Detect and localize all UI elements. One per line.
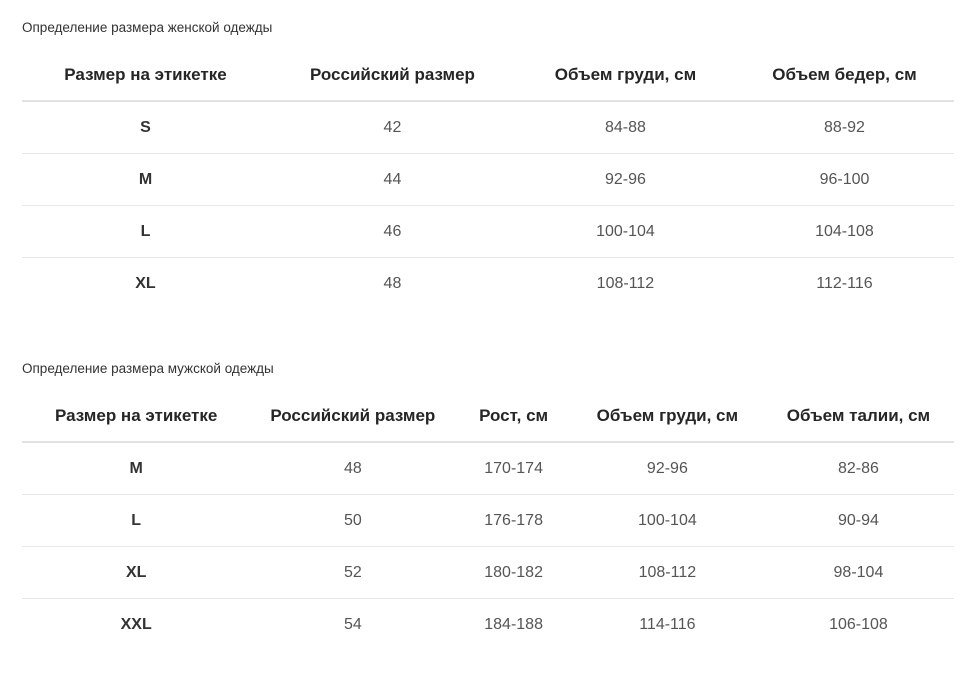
header-cell-chest: Объем груди, см xyxy=(571,393,763,443)
table-row: XXL 54 184-188 114-116 106-108 xyxy=(22,599,954,651)
cell-label-size: M xyxy=(22,153,269,206)
cell-hips: 112-116 xyxy=(816,274,873,292)
cell-chest: 92-96 xyxy=(571,442,763,495)
cell-russian-size: 42 xyxy=(268,101,516,154)
table-row: M 48 170-174 92-96 82-86 xyxy=(22,442,954,495)
table-row: L 46 100-104 104-108 xyxy=(22,205,954,258)
cell-label-size: L xyxy=(22,494,251,547)
cell-hips: 96-100 xyxy=(734,153,954,206)
cell-label-size: XL xyxy=(22,546,251,599)
cell-height: 180-182 xyxy=(455,546,572,599)
header-row: Размер на этикетке Российский размер Рос… xyxy=(22,393,954,443)
cell-russian-size: 54 xyxy=(343,615,362,633)
section-title: Определение размера женской одежды xyxy=(22,20,273,35)
cell-chest: 100-104 xyxy=(515,205,735,258)
header-row: Размер на этикетке Российский размер Объ… xyxy=(22,52,954,102)
table-row: L 50 176-178 100-104 90-94 xyxy=(22,494,954,547)
section-women-sizes: Определение размера женской одежды Разме… xyxy=(22,20,954,309)
header-cell-label-size: Размер на этикетке xyxy=(22,393,251,443)
header-cell-height: Рост, см xyxy=(455,393,572,443)
cell-height: 184-188 xyxy=(484,615,543,633)
cell-russian-size: 44 xyxy=(268,153,516,206)
cell-label-size: M xyxy=(22,442,251,495)
cell-waist: 82-86 xyxy=(762,442,954,495)
table-row: S 42 84-88 88-92 xyxy=(22,101,954,154)
cell-waist: 90-94 xyxy=(762,494,954,547)
cell-chest: 114-116 xyxy=(639,615,696,633)
cell-label-size: XXL xyxy=(120,615,152,633)
women-size-table: Размер на этикетке Российский размер Объ… xyxy=(22,52,954,309)
cell-hips: 88-92 xyxy=(734,101,954,154)
men-size-table: Размер на этикетке Российский размер Рос… xyxy=(22,393,954,650)
cell-chest: 92-96 xyxy=(515,153,735,206)
table-row: XL 52 180-182 108-112 98-104 xyxy=(22,546,954,599)
cell-hips: 104-108 xyxy=(734,205,954,258)
cell-chest: 108-112 xyxy=(596,274,655,292)
page: Определение размера женской одежды Разме… xyxy=(22,20,954,650)
cell-label-size: S xyxy=(22,101,269,154)
header-cell-chest: Объем груди, см xyxy=(515,52,735,102)
header-cell-label-size: Размер на этикетке xyxy=(22,52,269,102)
section-men-sizes: Определение размера мужской одежды Разме… xyxy=(22,361,954,650)
table-row: XL 48 108-112 112-116 xyxy=(22,258,954,310)
cell-russian-size: 52 xyxy=(250,546,456,599)
table-header: Размер на этикетке Российский размер Объ… xyxy=(22,52,954,102)
cell-label-size: XL xyxy=(135,274,156,292)
cell-chest: 108-112 xyxy=(571,546,763,599)
cell-height: 176-178 xyxy=(455,494,572,547)
cell-label-size: L xyxy=(22,205,269,258)
table-body: M 48 170-174 92-96 82-86 L 50 176-178 10… xyxy=(22,442,954,650)
cell-russian-size: 48 xyxy=(383,274,402,292)
table-header: Размер на этикетке Российский размер Рос… xyxy=(22,393,954,443)
cell-height: 170-174 xyxy=(455,442,572,495)
table-body: S 42 84-88 88-92 M 44 92-96 96-100 L 46 … xyxy=(22,101,954,309)
cell-waist: 106-108 xyxy=(829,615,888,633)
cell-waist: 98-104 xyxy=(762,546,954,599)
cell-russian-size: 50 xyxy=(250,494,456,547)
header-cell-russian-size: Российский размер xyxy=(250,393,456,443)
cell-chest: 84-88 xyxy=(515,101,735,154)
cell-russian-size: 48 xyxy=(250,442,456,495)
cell-russian-size: 46 xyxy=(268,205,516,258)
cell-chest: 100-104 xyxy=(571,494,763,547)
header-cell-russian-size: Российский размер xyxy=(268,52,516,102)
header-cell-hips: Объем бедер, см xyxy=(734,52,954,102)
header-cell-waist: Объем талии, см xyxy=(762,393,954,443)
table-row: M 44 92-96 96-100 xyxy=(22,153,954,206)
section-title: Определение размера мужской одежды xyxy=(22,361,274,376)
